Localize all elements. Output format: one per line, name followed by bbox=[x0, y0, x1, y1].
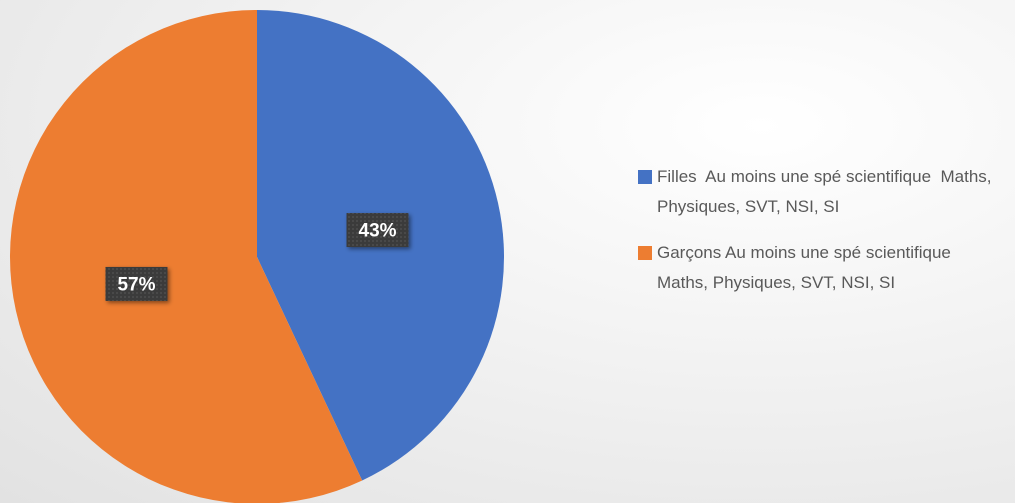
legend-entry: Garçons Au moins une spé scientifique Ma… bbox=[636, 238, 1011, 298]
data-label-box bbox=[105, 266, 168, 301]
data-label: 43% bbox=[346, 213, 409, 248]
data-label-text: 43% bbox=[359, 221, 397, 242]
pie-slice bbox=[10, 10, 363, 503]
legend-label: Garçons Au moins une spé scientifique Ma… bbox=[657, 243, 961, 292]
data-label-box bbox=[346, 213, 409, 248]
legend-marker bbox=[638, 246, 652, 260]
legend-entry: Filles Au moins une spé scientifique Mat… bbox=[636, 162, 1011, 222]
legend-label: Filles Au moins une spé scientifique Mat… bbox=[657, 167, 997, 216]
legend-marker bbox=[638, 170, 652, 184]
data-label-text: 57% bbox=[117, 274, 155, 295]
data-label: 57% bbox=[105, 266, 168, 301]
legend: Filles Au moins une spé scientifique Mat… bbox=[636, 162, 1011, 314]
